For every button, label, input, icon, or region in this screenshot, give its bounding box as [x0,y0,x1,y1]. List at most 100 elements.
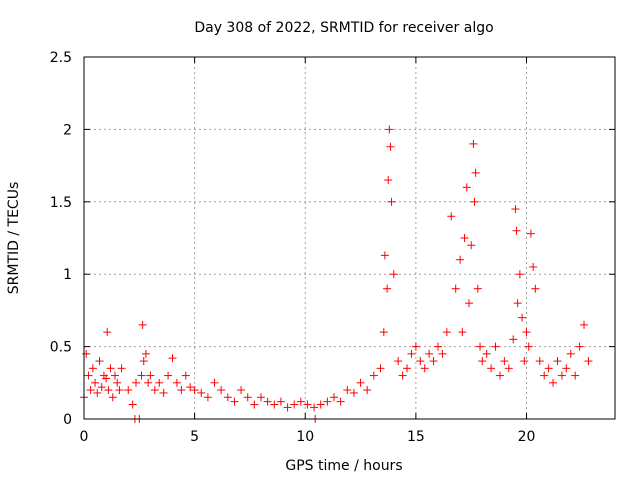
data-point [82,349,91,358]
data-point [349,388,358,397]
data-point [425,349,434,358]
data-point [385,125,394,134]
data-point [93,388,102,397]
data-point [290,400,299,409]
data-point [380,251,389,260]
data-point [471,168,480,177]
data-point [515,270,524,279]
data-point [394,357,403,366]
data-point [113,378,122,387]
data-point [529,262,538,271]
plot-frame [83,56,616,420]
data-point [464,299,473,308]
data-point [389,270,398,279]
data-point [110,371,119,380]
data-point [84,371,93,380]
data-point [197,388,206,397]
data-point [356,378,365,387]
grid [84,57,615,419]
data-point [102,374,111,383]
data-point [270,400,279,409]
data-point [250,400,259,409]
data-point [513,299,522,308]
data-point [434,342,442,351]
data-point [458,328,467,337]
y-tick-label: 0 [63,412,72,428]
data-point [447,212,456,221]
data-point [86,386,95,395]
data-point [276,397,285,406]
data-point [217,386,226,395]
y-axis-title: SRMTID / TECUs [6,182,22,295]
data-point [141,349,150,358]
data-point [181,371,190,380]
data-point [139,357,148,366]
data-point [580,320,589,329]
data-point [379,328,388,337]
data-point [128,400,137,409]
data-point [243,393,252,402]
data-point [223,393,232,402]
data-point [544,364,553,373]
x-tick-label: 15 [407,429,425,445]
chart-title: Day 308 of 2022, SRMTID for receiver alg… [194,20,493,36]
data-point [88,364,97,373]
data-point [117,364,126,373]
data-point [524,342,533,351]
data-point [387,197,396,206]
data-point [535,357,544,366]
data-point [531,284,540,293]
data-point [97,383,106,392]
data-point [571,371,580,380]
x-tick-label: 0 [80,429,89,445]
y-tick-label: 1 [63,267,72,283]
data-point [512,226,521,235]
data-point [540,371,549,380]
data-point [203,393,212,402]
data-point [155,378,164,387]
data-point [442,328,451,337]
data-point [553,357,562,366]
data-point [411,342,420,351]
data-point [164,371,173,380]
data-point [91,378,100,387]
data-point [369,371,378,380]
x-tick-label: 20 [518,429,536,445]
data-point [263,397,272,406]
data-point [138,320,147,329]
data-point [566,349,575,358]
data-point [509,335,518,344]
data-point [518,313,527,322]
data-point [310,403,319,412]
data-point [104,386,113,395]
data-point [473,284,482,293]
data-point [407,349,416,358]
data-point [487,364,496,373]
data-point [237,386,246,395]
data-point [470,197,479,206]
data-point [168,354,177,363]
data-point [336,397,345,406]
data-point [137,371,146,380]
data-point [522,328,531,337]
data-point [462,183,471,192]
data-point [144,378,153,387]
data-point [177,386,186,395]
data-point [316,400,325,409]
data-point [476,342,485,351]
data-point [438,349,447,358]
data-point [520,357,529,366]
x-axis-title: GPS time / hours [285,458,402,474]
data-point [467,241,476,250]
axis-ticks: 0 5 10 15 20 0 0.5 1 1.5 2 2.5 [50,50,615,445]
data-point [495,371,504,380]
data-points [80,125,593,423]
data-point [124,386,133,395]
data-point [386,142,395,151]
data-point [584,357,593,366]
data-point [95,357,104,366]
data-point [491,342,500,351]
y-tick-label: 1.5 [50,195,72,211]
x-tick-label: 5 [190,429,199,445]
data-point [303,400,312,409]
